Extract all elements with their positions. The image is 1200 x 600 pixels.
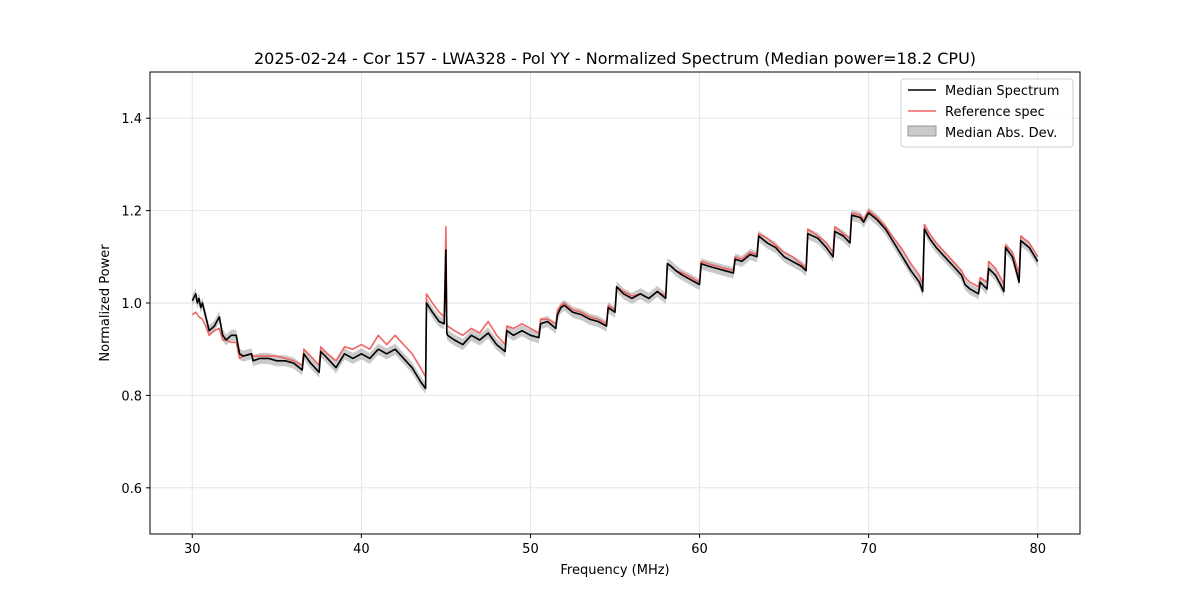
median-spectrum-line — [191, 212, 1039, 390]
legend-mad-label: Median Abs. Dev. — [945, 126, 1057, 141]
y-tick-label: 0.6 — [121, 482, 142, 497]
y-axis-ticks: 0.6 0.8 1.0 1.2 1.4 — [121, 112, 150, 497]
legend-mad-swatch — [907, 125, 937, 137]
y-axis-label: Normalized Power — [98, 244, 113, 362]
y-tick-label: 1.4 — [121, 112, 142, 127]
y-tick-label: 0.8 — [121, 389, 142, 404]
x-tick-label: 70 — [860, 542, 877, 557]
reference-spec-line — [191, 209, 1039, 378]
x-tick-label: 40 — [353, 542, 370, 557]
x-tick-label: 60 — [691, 542, 708, 557]
x-tick-label: 80 — [1029, 542, 1046, 557]
y-tick-label: 1.0 — [121, 297, 142, 312]
y-tick-label: 1.2 — [121, 205, 142, 220]
legend-box — [900, 78, 1074, 148]
x-tick-label: 50 — [522, 542, 539, 557]
legend-reference-label: Reference spec — [945, 105, 1045, 120]
x-tick-label: 30 — [184, 542, 201, 557]
x-axis-ticks: 30 40 50 60 70 80 — [184, 534, 1046, 557]
legend-median-label: Median Spectrum — [945, 84, 1059, 99]
data-layer — [191, 207, 1039, 394]
chart-title: 2025-02-24 - Cor 157 - LWA328 - Pol YY -… — [254, 49, 976, 68]
x-axis-label: Frequency (MHz) — [560, 563, 669, 578]
legend: Median Spectrum Reference spec Median Ab… — [900, 78, 1074, 148]
